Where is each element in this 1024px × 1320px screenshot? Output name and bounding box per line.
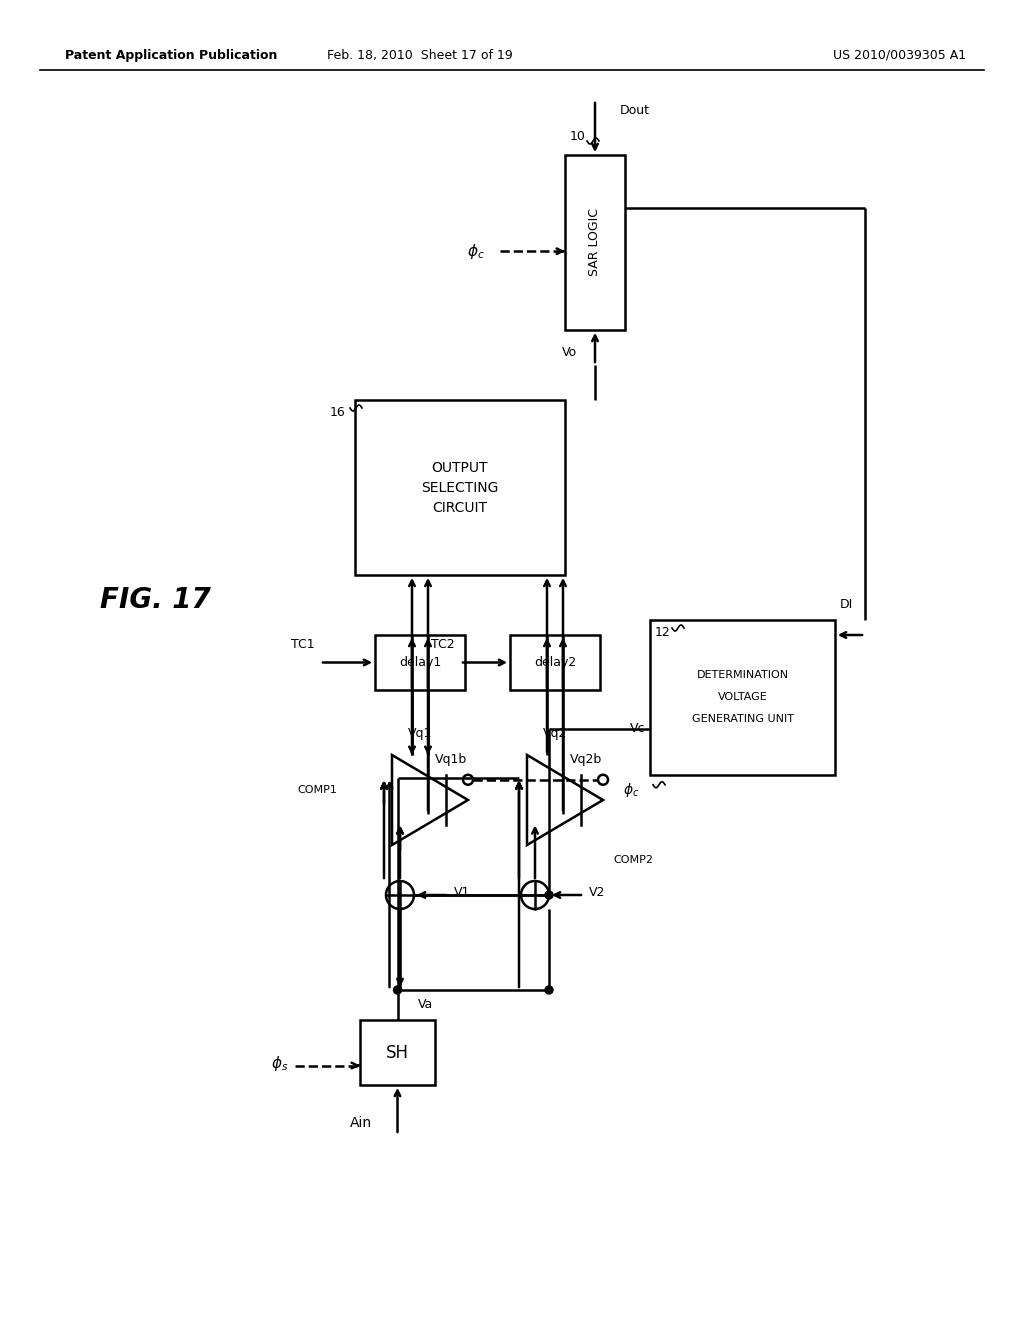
- Text: $\phi_c$: $\phi_c$: [467, 242, 485, 261]
- Text: FIG. 17: FIG. 17: [99, 586, 210, 614]
- Text: TC1: TC1: [292, 638, 315, 651]
- Text: 16: 16: [330, 405, 345, 418]
- Circle shape: [545, 891, 553, 899]
- Text: delay2: delay2: [534, 656, 577, 669]
- Text: $\phi_c$: $\phi_c$: [623, 780, 639, 799]
- Text: Vq1b: Vq1b: [435, 754, 467, 767]
- Text: OUTPUT: OUTPUT: [432, 461, 488, 474]
- Text: TC2: TC2: [431, 638, 455, 651]
- Text: Vq1: Vq1: [408, 726, 432, 739]
- Bar: [510, 635, 600, 690]
- Text: DI: DI: [840, 598, 853, 611]
- Text: Vq2b: Vq2b: [570, 754, 602, 767]
- Text: Patent Application Publication: Patent Application Publication: [65, 49, 278, 62]
- Text: VOLTAGE: VOLTAGE: [718, 693, 767, 702]
- Text: Vq2: Vq2: [543, 726, 567, 739]
- Text: GENERATING UNIT: GENERATING UNIT: [691, 714, 794, 725]
- Text: SH: SH: [386, 1044, 409, 1061]
- Text: Feb. 18, 2010  Sheet 17 of 19: Feb. 18, 2010 Sheet 17 of 19: [327, 49, 513, 62]
- Text: COMP2: COMP2: [613, 855, 653, 865]
- Text: CIRCUIT: CIRCUIT: [432, 500, 487, 515]
- Text: V2: V2: [589, 886, 605, 899]
- Text: COMP1: COMP1: [297, 785, 337, 795]
- Text: Dout: Dout: [620, 103, 650, 116]
- Bar: [375, 635, 465, 690]
- Text: 10: 10: [570, 131, 586, 144]
- Text: US 2010/0039305 A1: US 2010/0039305 A1: [834, 49, 967, 62]
- Text: SELECTING: SELECTING: [421, 480, 499, 495]
- Text: V1: V1: [454, 886, 470, 899]
- Text: DETERMINATION: DETERMINATION: [696, 671, 788, 681]
- Text: delay1: delay1: [399, 656, 441, 669]
- Text: Va: Va: [418, 998, 433, 1011]
- Text: Vc: Vc: [630, 722, 645, 735]
- Bar: [565, 154, 625, 330]
- Bar: [360, 1020, 435, 1085]
- Text: 12: 12: [655, 626, 671, 639]
- Circle shape: [393, 986, 401, 994]
- Text: $\phi_s$: $\phi_s$: [270, 1053, 288, 1073]
- Text: Ain: Ain: [350, 1115, 373, 1130]
- Bar: [355, 400, 565, 576]
- Circle shape: [545, 986, 553, 994]
- Text: SAR LOGIC: SAR LOGIC: [589, 209, 601, 276]
- Text: Vo: Vo: [562, 346, 577, 359]
- Bar: [650, 620, 835, 775]
